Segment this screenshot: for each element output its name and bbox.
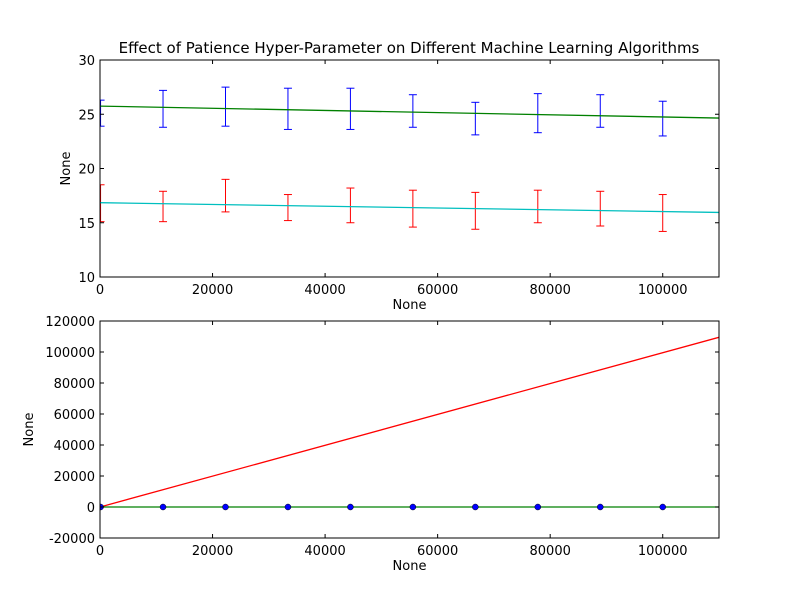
top-series-0-errorbar — [283, 87, 292, 130]
top-y-tick-label: 25 — [78, 108, 95, 123]
top-series-1-errorbar — [533, 189, 542, 224]
top-series-0-errorbar — [346, 87, 355, 130]
bottom-y-tick-label: 60000 — [54, 408, 95, 423]
bottom-y-tick-label: 0 — [87, 501, 95, 516]
bottom-y-tick-label: -20000 — [49, 532, 95, 547]
top-y-tick-label: 20 — [78, 163, 95, 178]
top-series-1-errorbar — [408, 189, 417, 228]
bottom-subplot-marks — [100, 336, 719, 511]
bottom-y-axis-label: None — [22, 413, 37, 447]
top-series-2-line — [100, 105, 719, 119]
bottom-x-tick-label: 20000 — [192, 544, 233, 559]
bottom-series-2-point — [284, 503, 292, 511]
bottom-x-tick-label: 100000 — [638, 544, 688, 559]
top-y-tick-label: 10 — [78, 271, 95, 286]
bottom-y-tick-label: 100000 — [45, 346, 95, 361]
top-series-0-errorbar — [533, 93, 542, 134]
top-x-tick-label: 40000 — [304, 283, 345, 298]
top-subplot-ticks: 0 20000 40000 60000 80000 100000 10 15 20 25 30 — [78, 54, 719, 298]
top-series-1-errorbar — [596, 190, 605, 227]
top-y-tick-label: 15 — [78, 217, 95, 232]
top-series-0-errorbar — [471, 101, 480, 136]
bottom-x-tick-label: 0 — [96, 544, 104, 559]
bottom-series-2-point — [659, 503, 666, 511]
top-series-1-errorbar — [221, 178, 230, 213]
top-series-1-errorbar — [471, 191, 480, 230]
bottom-y-tick-label: 120000 — [45, 315, 95, 330]
top-series-1-errorbar — [346, 187, 355, 224]
bottom-x-tick-label: 40000 — [304, 544, 345, 559]
top-x-tick-label: 80000 — [530, 283, 571, 298]
top-y-tick-label: 30 — [78, 54, 95, 69]
top-subplot-marks — [100, 86, 719, 232]
bottom-series-2-point — [534, 503, 542, 511]
bottom-y-tick-label: 80000 — [54, 377, 95, 392]
top-x-tick-label: 20000 — [192, 283, 233, 298]
bottom-series-2-point — [472, 503, 479, 511]
bottom-series-2-point — [347, 503, 354, 511]
top-x-tick-label: 60000 — [417, 283, 458, 298]
top-series-3-line — [100, 202, 719, 214]
top-series-0-errorbar — [159, 89, 168, 128]
top-x-axis-label: None — [393, 298, 427, 313]
top-series-0-errorbar — [221, 86, 230, 127]
bottom-y-tick-label: 40000 — [54, 439, 95, 454]
bottom-subplot-frame — [99, 320, 720, 539]
top-x-tick-label: 100000 — [638, 283, 688, 298]
top-x-tick-label: 0 — [96, 283, 104, 298]
top-y-axis-label: None — [59, 152, 74, 186]
chart-title: Effect of Patience Hyper-Parameter on Di… — [119, 39, 700, 57]
bottom-x-tick-label: 60000 — [417, 544, 458, 559]
top-series-0-errorbar — [596, 94, 605, 128]
bottom-x-tick-label: 80000 — [530, 544, 571, 559]
bottom-series-2-point — [222, 503, 229, 511]
top-series-0-errorbar — [408, 94, 417, 128]
bottom-series-2-point — [409, 503, 417, 511]
top-subplot: 0 20000 40000 60000 80000 100000 10 15 20 25 30 No… — [59, 54, 720, 313]
bottom-series-2-point — [159, 503, 167, 511]
top-series-0-errorbar — [658, 100, 667, 137]
bottom-subplot-ticks: 0 20000 40000 60000 80000 100000-200000200004… — [45, 315, 719, 559]
bottom-y-tick-label: 20000 — [54, 470, 95, 485]
bottom-series-2-point — [597, 503, 604, 511]
top-series-1-errorbar — [159, 190, 168, 223]
top-series-0-errorbar — [100, 99, 105, 127]
top-series-1-errorbar — [283, 194, 292, 222]
top-series-1-errorbar — [658, 194, 667, 232]
bottom-subplot: 0 20000 40000 60000 80000 100000-200000200004… — [22, 315, 720, 574]
bottom-x-axis-label: None — [393, 559, 427, 574]
bottom-series-0-line — [100, 336, 719, 508]
